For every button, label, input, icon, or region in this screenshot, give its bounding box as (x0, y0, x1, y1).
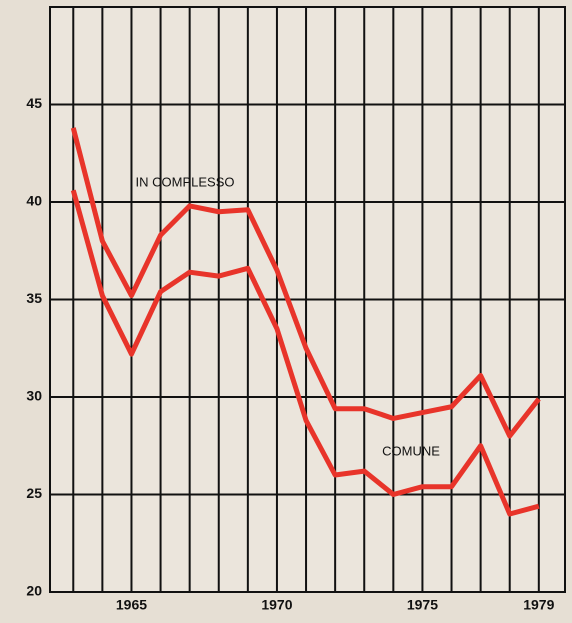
plot-frame (49, 6, 566, 593)
y-tick-label: 40 (26, 193, 42, 209)
series-line (70, 189, 540, 517)
series-line (70, 127, 541, 439)
y-tick-label: 45 (26, 95, 42, 111)
x-tick-label: 1979 (523, 597, 554, 613)
y-tick-label: 35 (26, 290, 42, 306)
x-tick-label: 1970 (261, 597, 292, 613)
y-tick-label: 20 (26, 583, 42, 599)
y-tick-label: 30 (26, 388, 42, 404)
y-tick-label: 25 (26, 485, 42, 501)
x-tick-label: 1975 (407, 597, 438, 613)
x-tick-label: 1965 (116, 597, 147, 613)
series-label: COMUNE (382, 443, 440, 458)
series-label: IN COMPLESSO (136, 174, 235, 189)
